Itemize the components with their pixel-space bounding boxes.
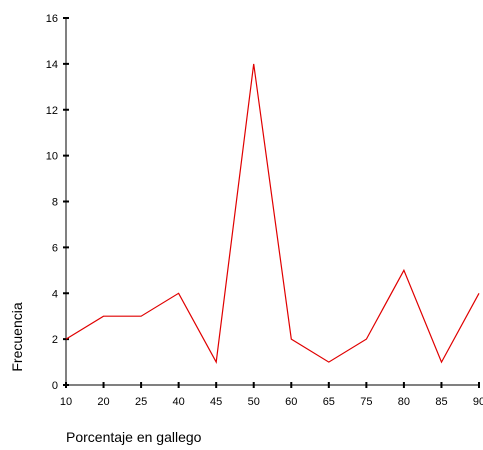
x-tick-label: 85 (435, 396, 447, 408)
series-line (65, 63, 480, 365)
x-tick-label: 90 (473, 396, 483, 408)
y-axis: 0 2 4 6 8 10 12 14 16 (46, 13, 69, 392)
y-tick-label: 8 (52, 197, 58, 209)
x-tick-label: 50 (248, 396, 260, 408)
y-tick-label: 2 (52, 334, 58, 346)
y-tick-label: 4 (52, 288, 58, 300)
x-tick-label: 45 (210, 396, 222, 408)
x-tick-label: 25 (135, 396, 147, 408)
x-tick-label: 10 (60, 396, 72, 408)
x-tick-label: 40 (173, 396, 185, 408)
x-tick-label: 75 (360, 396, 372, 408)
y-tick-label: 12 (46, 105, 58, 117)
x-tick-label: 20 (97, 396, 109, 408)
y-tick-label: 14 (46, 59, 58, 71)
y-tick-label: 6 (52, 242, 58, 254)
x-tick-label: 80 (398, 396, 410, 408)
x-axis-label: Porcentaje en gallego (66, 429, 202, 445)
y-axis-label: Frecuencia (9, 302, 25, 371)
y-tick-label: 16 (46, 13, 58, 25)
x-axis: 10 20 25 40 45 50 60 65 75 80 85 90 (60, 382, 483, 408)
x-tick-label: 65 (323, 396, 335, 408)
series-layer (65, 63, 480, 365)
y-tick-label: 0 (52, 380, 58, 392)
x-tick-label: 60 (285, 396, 297, 408)
y-tick-label: 10 (46, 151, 58, 163)
